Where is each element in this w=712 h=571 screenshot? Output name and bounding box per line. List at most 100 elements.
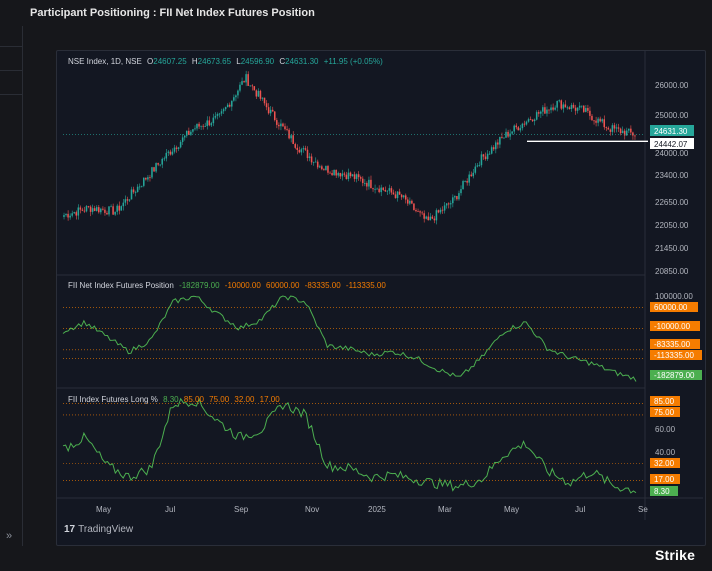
candle — [468, 174, 470, 183]
time-label: May — [504, 505, 519, 514]
candle — [112, 206, 114, 215]
candle — [300, 149, 303, 153]
candle — [556, 100, 558, 108]
candle — [269, 109, 272, 114]
candle — [278, 124, 280, 127]
candle — [566, 107, 569, 109]
candle — [611, 125, 614, 132]
candle — [245, 74, 247, 83]
candle — [237, 90, 239, 96]
candle — [87, 206, 90, 207]
candle — [65, 213, 67, 216]
candle — [337, 173, 339, 176]
candle — [118, 205, 120, 211]
candle — [210, 123, 213, 126]
candle — [427, 216, 430, 221]
candle — [431, 216, 434, 219]
candle — [527, 119, 530, 122]
candle — [513, 125, 515, 132]
candle — [243, 81, 245, 83]
candle — [351, 174, 354, 177]
candle — [548, 109, 550, 111]
candle — [95, 207, 98, 211]
ind2-tick: 17.00 — [654, 475, 675, 484]
candle — [599, 118, 601, 122]
candle — [91, 208, 94, 212]
candle — [535, 112, 538, 120]
ind2-tick: 32.00 — [654, 459, 675, 468]
candle — [364, 183, 366, 184]
ind1-tick: -182879.00 — [654, 371, 695, 380]
candle — [343, 173, 346, 175]
price-tick: 21450.00 — [655, 244, 689, 253]
time-label: Se — [638, 505, 648, 514]
candle — [282, 123, 284, 127]
candle — [372, 188, 374, 190]
candle — [437, 210, 440, 213]
left-toolbar — [0, 26, 23, 546]
candle — [286, 129, 288, 130]
time-label: Nov — [305, 505, 319, 514]
candle — [537, 112, 540, 114]
panel-title: Participant Positioning : FII Net Index … — [30, 7, 315, 19]
candle — [224, 107, 227, 110]
candle — [458, 193, 460, 200]
price-tick: 23400.00 — [655, 171, 689, 180]
candle — [192, 129, 194, 132]
legend-symbol: NSE Index, 1D, NSE O24607.25 H24673.65 L… — [68, 57, 383, 66]
candle — [409, 200, 411, 204]
expand-sidebar-icon[interactable]: » — [6, 530, 13, 542]
candle — [239, 84, 241, 91]
candle — [595, 120, 597, 123]
candle — [525, 121, 528, 125]
candle — [259, 90, 262, 99]
support-badge — [650, 138, 694, 149]
price-tick: 20850.00 — [655, 267, 689, 276]
candle — [235, 95, 237, 98]
candle — [321, 166, 323, 170]
candle — [503, 137, 505, 139]
candle — [621, 130, 624, 134]
candle — [435, 210, 438, 221]
candle — [231, 100, 233, 107]
indicator1-pane — [62, 295, 645, 382]
last-price-badge — [650, 125, 694, 136]
tradingview-logo[interactable]: 17 TradingView — [64, 524, 134, 535]
candle — [478, 165, 481, 166]
candle — [102, 208, 104, 210]
candle — [370, 179, 372, 189]
ind1-tick: -83335.00 — [654, 340, 691, 349]
candle — [333, 169, 335, 176]
candle — [439, 209, 442, 213]
candle — [347, 172, 350, 180]
candle — [349, 172, 352, 177]
candle — [257, 90, 260, 97]
candle — [407, 199, 409, 204]
candle — [376, 188, 378, 190]
candle — [126, 199, 129, 201]
candle — [554, 107, 556, 110]
candle — [482, 154, 485, 157]
candle — [357, 174, 360, 178]
candle — [296, 147, 299, 150]
candle — [515, 125, 518, 128]
candle — [251, 85, 254, 87]
candle — [593, 120, 595, 122]
candle — [116, 205, 118, 212]
ind1-series — [62, 295, 637, 382]
candle — [488, 153, 491, 155]
candle — [449, 203, 452, 205]
candle — [185, 130, 188, 136]
candle — [425, 216, 427, 219]
price-tick: 25000.00 — [655, 111, 689, 120]
candle — [124, 199, 127, 203]
candle — [188, 130, 190, 135]
candle — [302, 148, 305, 150]
candle — [366, 183, 368, 187]
candle — [190, 131, 192, 135]
candle — [607, 127, 610, 130]
last-price-label: 24631.30 — [654, 127, 688, 136]
candle — [345, 174, 348, 180]
candle — [335, 169, 337, 176]
